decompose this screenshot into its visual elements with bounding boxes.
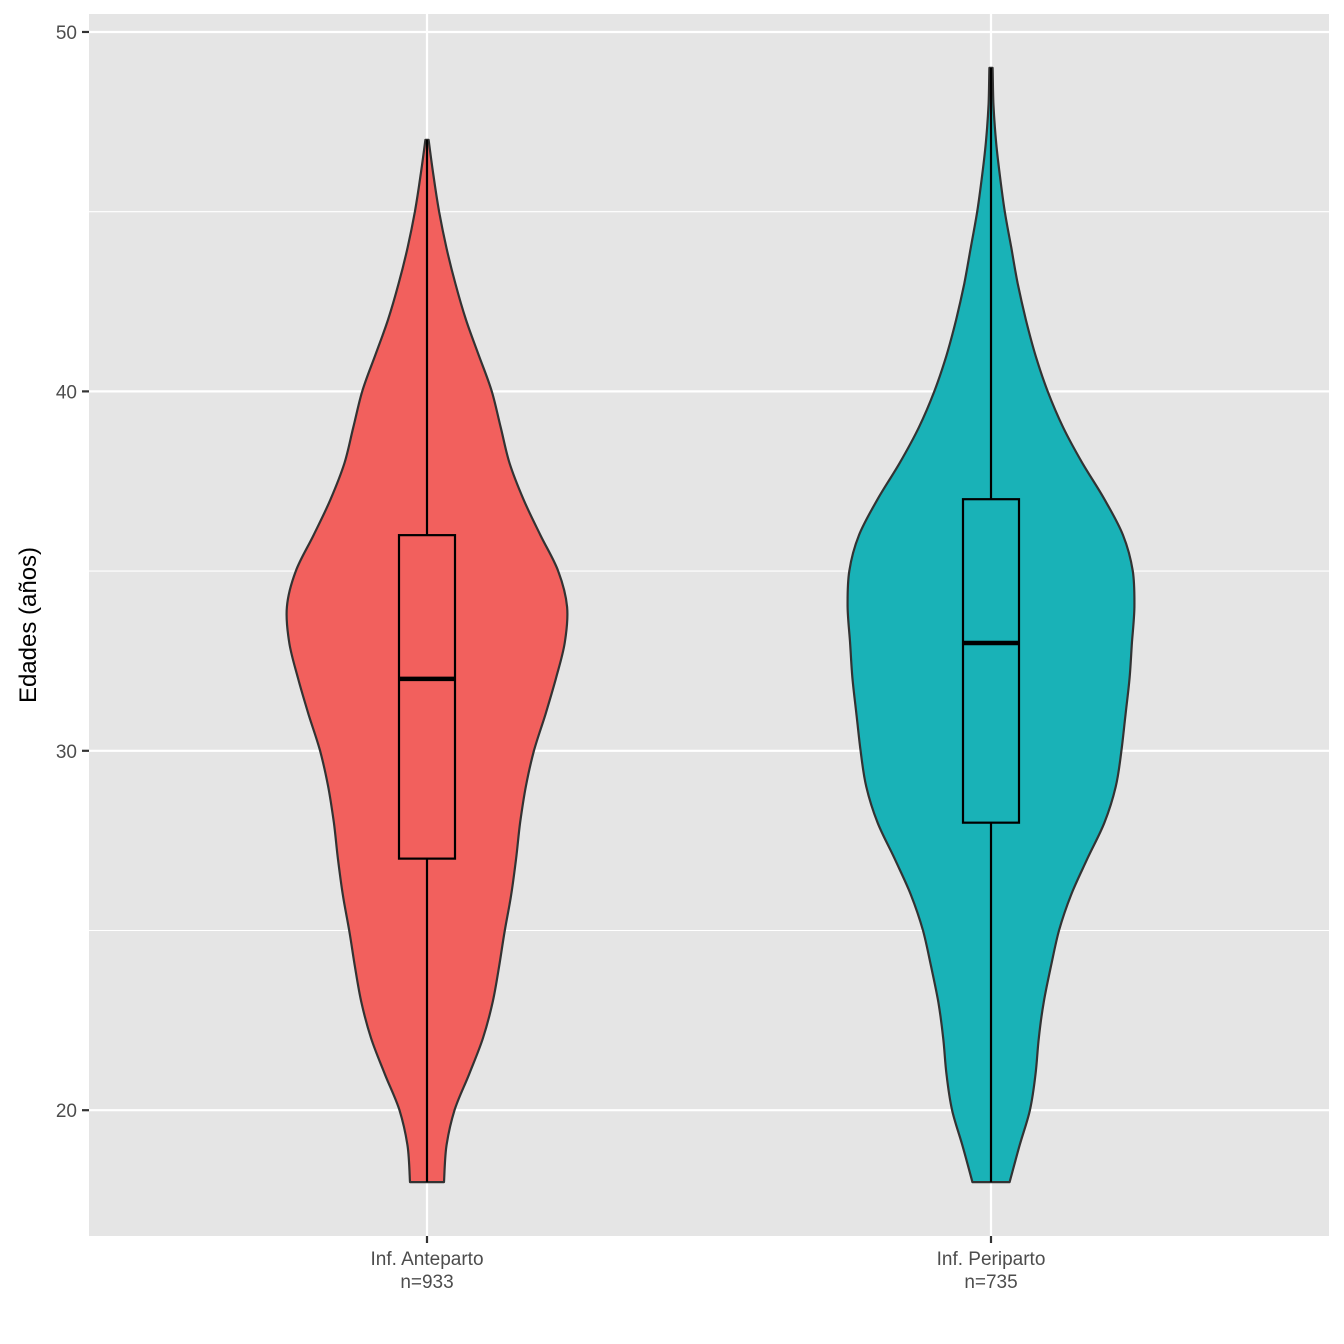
box-iqr (397, 534, 457, 860)
box-iqr (961, 498, 1021, 824)
y-tick-label: 30 (56, 742, 77, 763)
y-tick-label: 50 (56, 23, 77, 44)
x-tick-label: Inf. Periparto (937, 1249, 1046, 1270)
violin-group (285, 138, 569, 1184)
y-axis-title: Edades (años) (15, 547, 42, 703)
plot-panel (89, 14, 1329, 1236)
x-tick-count-label: n=933 (400, 1272, 453, 1293)
y-tick-label: 40 (56, 382, 77, 403)
violin-group (846, 66, 1136, 1184)
y-tick-label: 20 (56, 1101, 77, 1122)
violins (285, 66, 1136, 1184)
x-tick-label: Inf. Anteparto (370, 1249, 483, 1270)
x-tick-count-label: n=735 (964, 1272, 1017, 1293)
